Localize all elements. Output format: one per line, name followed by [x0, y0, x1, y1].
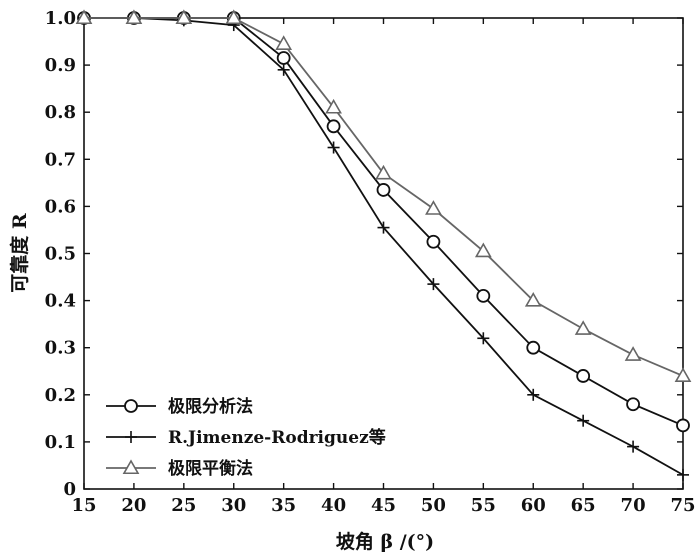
- series-layer: [75, 9, 692, 481]
- series-3: [75, 9, 692, 383]
- data-point: [425, 200, 442, 215]
- legend-label: 极限平衡法: [168, 458, 253, 479]
- data-point: [526, 340, 541, 355]
- data-point: [626, 397, 640, 412]
- legend-marker: [124, 399, 138, 413]
- x-tick-label: 15: [71, 495, 96, 516]
- legend-label: 极限分析法: [168, 396, 253, 417]
- axes: 15 20 25 30 35 40 45 50 55 60 65 70 75 0 0.1 0.2 0.3 0.4 0…: [45, 8, 696, 516]
- data-point: [474, 242, 492, 258]
- data-point: [276, 51, 291, 65]
- x-axis-title: 坡角 β /(°): [336, 530, 434, 553]
- data-point: [225, 9, 243, 25]
- data-point: [477, 332, 490, 345]
- x-tick-label: 55: [471, 495, 496, 516]
- x-tick-label: 40: [321, 495, 346, 516]
- data-point: [577, 414, 590, 427]
- data-point: [275, 35, 293, 50]
- data-point: [676, 418, 690, 433]
- x-tick-label: 35: [271, 495, 296, 516]
- x-tick-label: 65: [571, 495, 596, 516]
- data-point: [677, 468, 689, 481]
- data-point: [325, 98, 342, 114]
- data-point: [326, 119, 341, 134]
- x-tick-label: 25: [171, 495, 196, 516]
- data-point: [125, 9, 143, 25]
- data-point: [576, 369, 591, 383]
- legend-marker: [122, 459, 140, 475]
- y-tick-label: 0: [63, 479, 76, 500]
- y-tick-label: 0.8: [45, 102, 76, 123]
- plot-frame: [83, 17, 684, 490]
- y-tick-label: 0.1: [45, 432, 76, 453]
- y-tick-label: 0.5: [45, 244, 76, 265]
- data-point: [377, 221, 390, 234]
- x-tick-label: 30: [221, 495, 246, 516]
- data-point: [476, 288, 491, 303]
- data-point: [375, 164, 392, 180]
- series-line: [84, 17, 684, 377]
- legend-label: R.Jimenze-Rodriguez等: [168, 427, 386, 448]
- y-tick-label: 0.4: [45, 291, 76, 312]
- x-tick-label: 50: [421, 495, 446, 516]
- x-tick-label: 45: [371, 495, 396, 516]
- y-axis-title: 可靠度 R: [8, 213, 31, 293]
- data-point: [277, 63, 290, 76]
- data-point: [75, 9, 93, 25]
- data-point: [574, 320, 592, 335]
- y-tick-label: 0.2: [45, 385, 76, 406]
- x-tick-label: 20: [121, 495, 146, 516]
- data-point: [674, 367, 692, 383]
- data-point: [427, 278, 440, 291]
- x-tick-label: 60: [521, 495, 546, 516]
- data-point: [175, 9, 193, 25]
- data-point: [627, 440, 640, 453]
- legend-marker: [125, 431, 137, 443]
- x-tick-label: 75: [670, 495, 695, 516]
- y-tick-label: 0.3: [45, 338, 76, 359]
- data-point: [524, 291, 542, 307]
- y-tick-label: 0.9: [45, 55, 76, 76]
- data-point: [624, 346, 642, 361]
- data-point: [327, 141, 340, 154]
- data-point: [527, 388, 540, 401]
- data-point: [376, 183, 391, 197]
- y-tick-label: 0.6: [45, 196, 76, 217]
- data-point: [426, 234, 441, 249]
- y-tick-label: 0.7: [45, 149, 76, 170]
- x-tick-label: 70: [621, 495, 646, 516]
- y-tick-label: 1.0: [45, 8, 76, 29]
